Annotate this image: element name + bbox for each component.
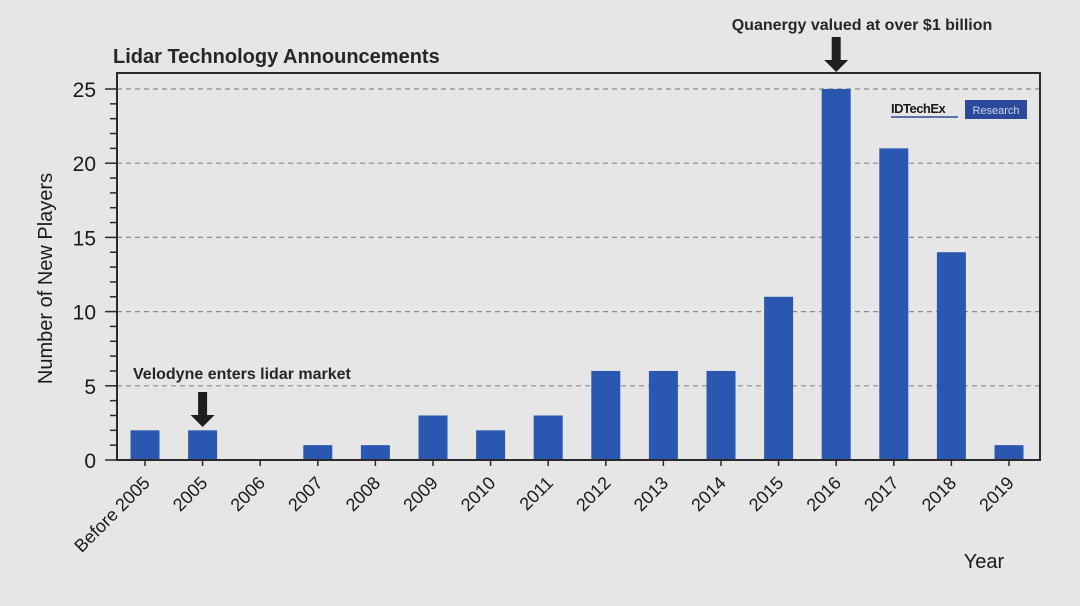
x-tick-label: 2005: [169, 473, 211, 515]
bar: [360, 445, 390, 460]
x-axis-ticks: Before 2005 2005 2006 2007 2008 2009 2010 2011 2…: [70, 460, 1018, 556]
x-tick-label: 2012: [572, 473, 614, 515]
arrow-shape: [190, 392, 215, 427]
x-tick-label: 2007: [284, 473, 326, 515]
x-tick-label: 2014: [687, 473, 729, 515]
y-tick-label: 0: [84, 450, 96, 473]
bars: [130, 89, 1024, 461]
arrow-down-icon: [824, 37, 849, 72]
bar: [879, 148, 909, 461]
x-tick-label: Before 2005: [70, 473, 153, 556]
x-tick-label: 2006: [227, 473, 269, 515]
x-tick-label: 2016: [803, 473, 845, 515]
y-axis-label: Number of New Players: [35, 173, 57, 384]
bar: [994, 445, 1024, 460]
x-tick-label: 2017: [860, 473, 902, 515]
bar: [303, 445, 333, 460]
bar: [648, 370, 678, 460]
x-tick-label: 2013: [630, 473, 672, 515]
y-tick-label: 20: [73, 153, 96, 176]
arrow-shape: [824, 37, 849, 72]
y-tick-label: 10: [73, 302, 96, 325]
bar: [418, 415, 448, 460]
logo-text: IDTechEx: [891, 101, 947, 116]
bar: [130, 430, 160, 460]
x-tick-label: 2009: [399, 473, 441, 515]
logo-badge-text: Research: [972, 105, 1019, 117]
x-axis-label: Year: [964, 551, 1005, 573]
y-tick-label: 25: [73, 79, 96, 102]
x-tick-label: 2015: [745, 473, 787, 515]
x-tick-label: 2019: [975, 473, 1017, 515]
bar: [936, 252, 966, 460]
y-tick-label: 5: [84, 376, 96, 399]
bar: [706, 370, 736, 460]
x-tick-label: 2011: [516, 473, 558, 515]
x-tick-label: 2010: [457, 473, 499, 515]
bar: [533, 415, 563, 460]
bar: [764, 296, 794, 460]
idtechex-logo: IDTechEx Research: [891, 100, 1027, 119]
bar: [821, 89, 851, 460]
x-tick-label: 2008: [342, 473, 384, 515]
bar: [188, 430, 218, 460]
chart-title: Lidar Technology Announcements: [113, 46, 440, 68]
arrow-down-icon: [190, 392, 215, 427]
bar: [476, 430, 506, 460]
annotation-velodyne: Velodyne enters lidar market: [133, 366, 352, 383]
bar: [591, 370, 621, 460]
annotation-quanergy: Quanergy valued at over $1 billion: [732, 17, 993, 34]
x-tick-label: 2018: [918, 473, 960, 515]
logo-badge: [965, 100, 1027, 119]
y-axis-ticks: 0 5 10 15 20 25: [73, 79, 117, 473]
y-tick-label: 15: [73, 227, 96, 250]
